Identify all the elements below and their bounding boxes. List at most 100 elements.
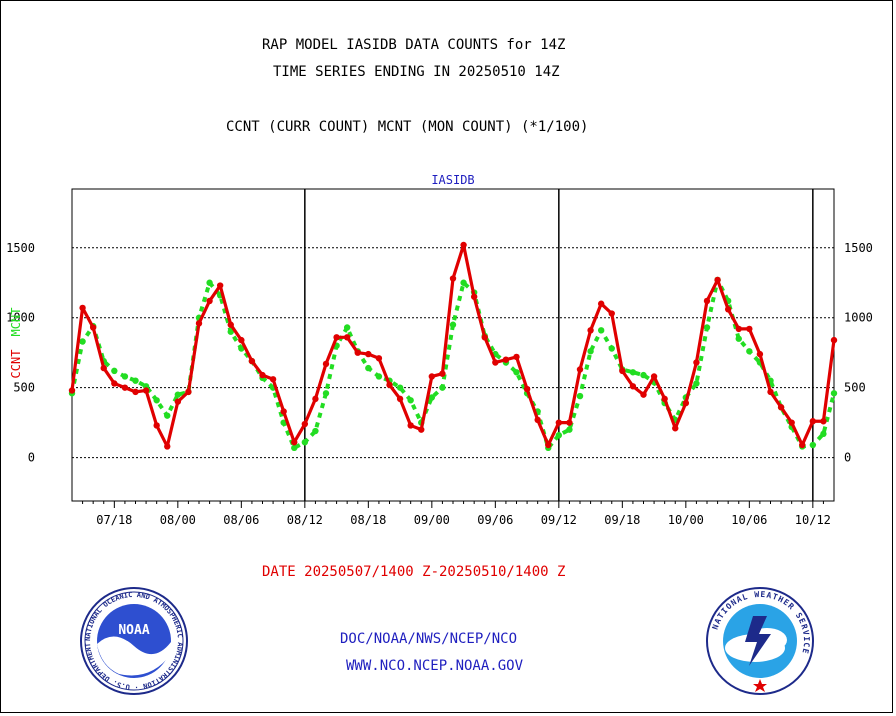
x-tick-label: 09/12 [541, 513, 577, 527]
data-point-ccnt [407, 422, 414, 429]
data-point-ccnt [206, 297, 213, 305]
data-point-mcnt [206, 279, 213, 286]
data-point-mcnt [640, 371, 647, 379]
day-boundaries [304, 189, 814, 501]
data-point-mcnt [79, 338, 86, 345]
data-point-ccnt [428, 373, 436, 380]
y-tick-label-left: 1500 [6, 241, 35, 255]
svg-text:NOAA: NOAA [118, 623, 149, 638]
data-point-ccnt [365, 350, 372, 358]
data-point-ccnt [809, 418, 817, 425]
data-point-mcnt [280, 419, 287, 426]
data-point-mcnt [153, 397, 160, 404]
data-point-ccnt [121, 384, 129, 391]
data-point-ccnt [682, 399, 690, 407]
website-link[interactable]: WWW.NCO.NCEP.NOAA.GOV [346, 658, 524, 674]
data-point-ccnt [735, 325, 742, 333]
data-point-ccnt [629, 383, 637, 390]
data-point-ccnt [68, 387, 76, 394]
org-path-link[interactable]: DOC/NOAA/NWS/NCEP/NCO [340, 631, 518, 647]
date-range: DATE 20250507/1400 Z-20250510/1400 Z [262, 564, 566, 580]
data-point-mcnt [428, 394, 436, 401]
y-tick-label-right: 500 [844, 381, 866, 395]
data-point-mcnt [291, 444, 298, 452]
x-tick-label: 10/12 [795, 513, 831, 527]
data-point-mcnt [111, 367, 118, 375]
data-point-ccnt [449, 275, 457, 282]
data-point-mcnt [597, 327, 605, 334]
y-axis-label-ccnt: CCNT [9, 350, 23, 379]
nws-logo: NATIONAL WEATHER SERVICE [706, 587, 814, 695]
data-point-ccnt [502, 356, 510, 363]
data-point-ccnt [375, 355, 383, 362]
plot-area [71, 188, 835, 502]
data-point-mcnt [365, 364, 372, 372]
data-point-ccnt [608, 310, 615, 317]
data-point-ccnt [439, 370, 446, 377]
iasidb-chart: 0 0 500 500 1000 1000 1500 1500 07/18 08/00 08/06 0… [6, 173, 873, 527]
data-point-ccnt [650, 373, 658, 380]
data-point-ccnt [259, 371, 266, 379]
data-point-ccnt [238, 336, 245, 344]
data-point-ccnt [100, 364, 107, 372]
chart-title-line2: TIME SERIES ENDING IN 20250510 14Z [273, 64, 560, 80]
data-point-ccnt [312, 395, 319, 403]
data-point-ccnt [322, 360, 330, 368]
data-point-ccnt [566, 419, 573, 426]
data-point-mcnt [735, 335, 742, 342]
data-point-mcnt [301, 439, 309, 446]
data-point-ccnt [174, 398, 182, 405]
data-point-ccnt [746, 325, 753, 333]
data-point-mcnt [809, 441, 817, 449]
y-tick-label-left: 500 [13, 381, 35, 395]
data-point-mcnt [121, 373, 129, 380]
y-tick-label-left: 1000 [6, 311, 35, 325]
data-point-ccnt [418, 426, 425, 433]
x-tick-label: 09/06 [477, 513, 513, 527]
data-point-mcnt [460, 279, 467, 286]
data-point-ccnt [227, 321, 234, 328]
data-point-ccnt [777, 404, 785, 411]
data-point-mcnt [407, 397, 414, 404]
data-point-ccnt [693, 359, 700, 366]
data-point-mcnt [132, 377, 139, 384]
data-point-mcnt [830, 390, 838, 397]
data-point-mcnt [343, 324, 351, 331]
x-tick-label: 08/06 [223, 513, 259, 527]
data-point-mcnt [555, 432, 563, 439]
data-point-ccnt [661, 395, 668, 403]
data-point-ccnt [545, 441, 552, 449]
data-point-ccnt [386, 381, 393, 389]
data-point-ccnt [830, 336, 838, 344]
data-point-ccnt [195, 320, 203, 327]
data-point-ccnt [555, 419, 563, 426]
data-point-mcnt [238, 345, 245, 352]
data-point-ccnt [513, 353, 520, 361]
data-point-ccnt [576, 366, 584, 373]
data-point-ccnt [470, 293, 478, 300]
data-point-ccnt [269, 376, 277, 383]
data-point-ccnt [714, 276, 721, 284]
data-point-mcnt [513, 369, 520, 376]
noaa-logo: NATIONAL OCEANIC AND ATMOSPHERIC ADMINIS… [79, 586, 188, 695]
data-point-ccnt [301, 420, 309, 428]
series-legend-line: CCNT (CURR COUNT) MCNT (MON COUNT) (*1/1… [226, 119, 589, 135]
data-point-ccnt [492, 359, 499, 366]
data-point-ccnt [354, 349, 361, 356]
data-point-ccnt [79, 304, 86, 312]
y-axis-label-mcnt: MCNT [9, 308, 23, 337]
x-tick-label: 08/00 [160, 513, 196, 527]
series-line-mcnt [70, 277, 836, 450]
data-point-ccnt [640, 391, 647, 398]
data-point-ccnt [597, 300, 605, 307]
data-point-ccnt [185, 388, 192, 396]
y-tick-label-right: 1000 [844, 311, 873, 325]
data-point-ccnt [534, 416, 541, 424]
data-point-ccnt [820, 418, 827, 425]
data-point-mcnt [820, 430, 827, 438]
data-point-mcnt [587, 348, 594, 355]
chart-title-line1: RAP MODEL IASIDB DATA COUNTS for 14Z [262, 37, 566, 53]
data-point-ccnt [280, 408, 287, 415]
data-point-mcnt [439, 384, 446, 391]
